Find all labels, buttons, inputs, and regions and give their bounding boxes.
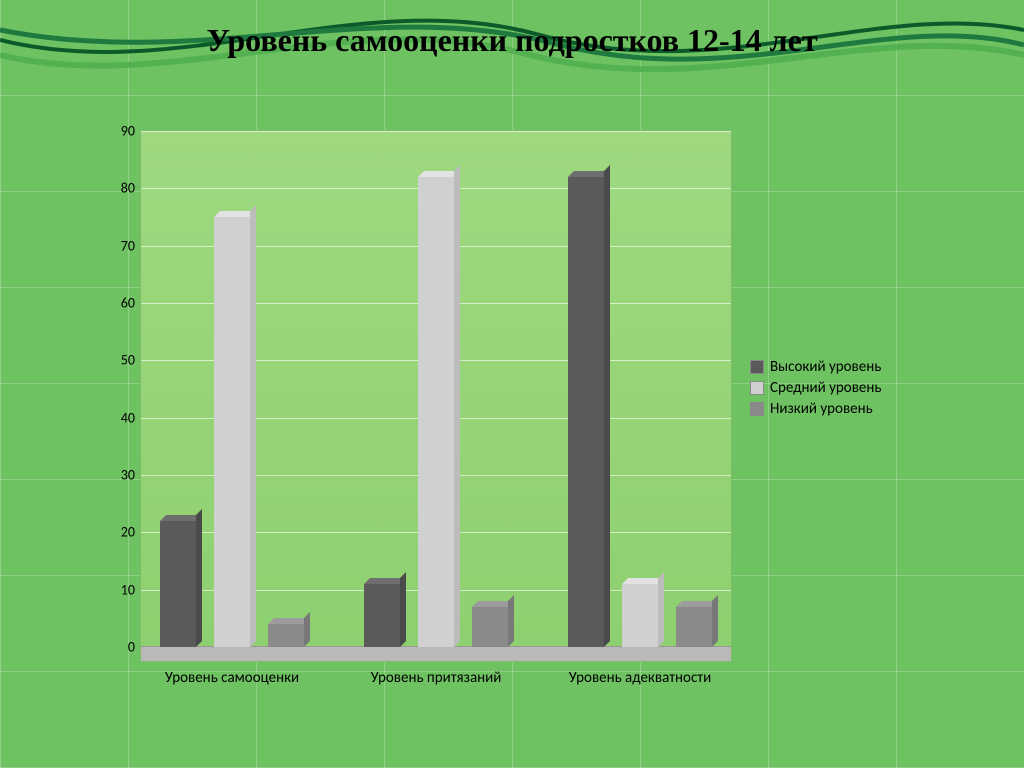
bar: [214, 217, 250, 647]
y-tick-label: 30: [121, 467, 135, 484]
bar: [568, 177, 604, 647]
legend-label: Низкий уровень: [770, 400, 873, 418]
gridline: [141, 131, 731, 132]
y-tick-label: 10: [121, 581, 135, 598]
y-tick-label: 20: [121, 524, 135, 541]
legend-label: Средний уровень: [770, 379, 881, 397]
slide: Уровень самооценки подростков 12-14 лет …: [0, 0, 1024, 768]
chart-container: 0 10 20 30 40 50 60 70 80 90 Уровень самооценки Уро…: [90, 120, 940, 710]
legend-swatch: [750, 381, 764, 395]
bar: [268, 624, 304, 647]
bar: [472, 607, 508, 647]
legend-label: Высокий уровень: [770, 358, 881, 376]
legend: Высокий уровень Средний уровень Низкий уро…: [750, 355, 881, 421]
legend-swatch: [750, 402, 764, 416]
y-tick-label: 50: [121, 352, 135, 369]
bar: [364, 584, 400, 647]
bar: [676, 607, 712, 647]
legend-item: Средний уровень: [750, 379, 881, 397]
x-category-label: Уровень самооценки: [137, 669, 327, 687]
legend-item: Низкий уровень: [750, 400, 881, 418]
plot-area: 0102030405060708090Уровень самооценкиУро…: [140, 130, 732, 662]
bar: [160, 521, 196, 647]
x-category-label: Уровень адекватности: [545, 669, 735, 687]
y-tick-label: 90: [121, 123, 135, 140]
legend-item: Высокий уровень: [750, 358, 881, 376]
plot-floor: [141, 646, 731, 661]
y-tick-label: 60: [121, 295, 135, 312]
bar: [622, 584, 658, 647]
bar: [418, 177, 454, 647]
y-tick-label: 0: [128, 639, 135, 656]
y-tick-label: 40: [121, 409, 135, 426]
slide-title: Уровень самооценки подростков 12-14 лет: [0, 22, 1024, 59]
y-tick-label: 80: [121, 180, 135, 197]
x-category-label: Уровень притязаний: [341, 669, 531, 687]
y-tick-label: 70: [121, 237, 135, 254]
legend-swatch: [750, 360, 764, 374]
